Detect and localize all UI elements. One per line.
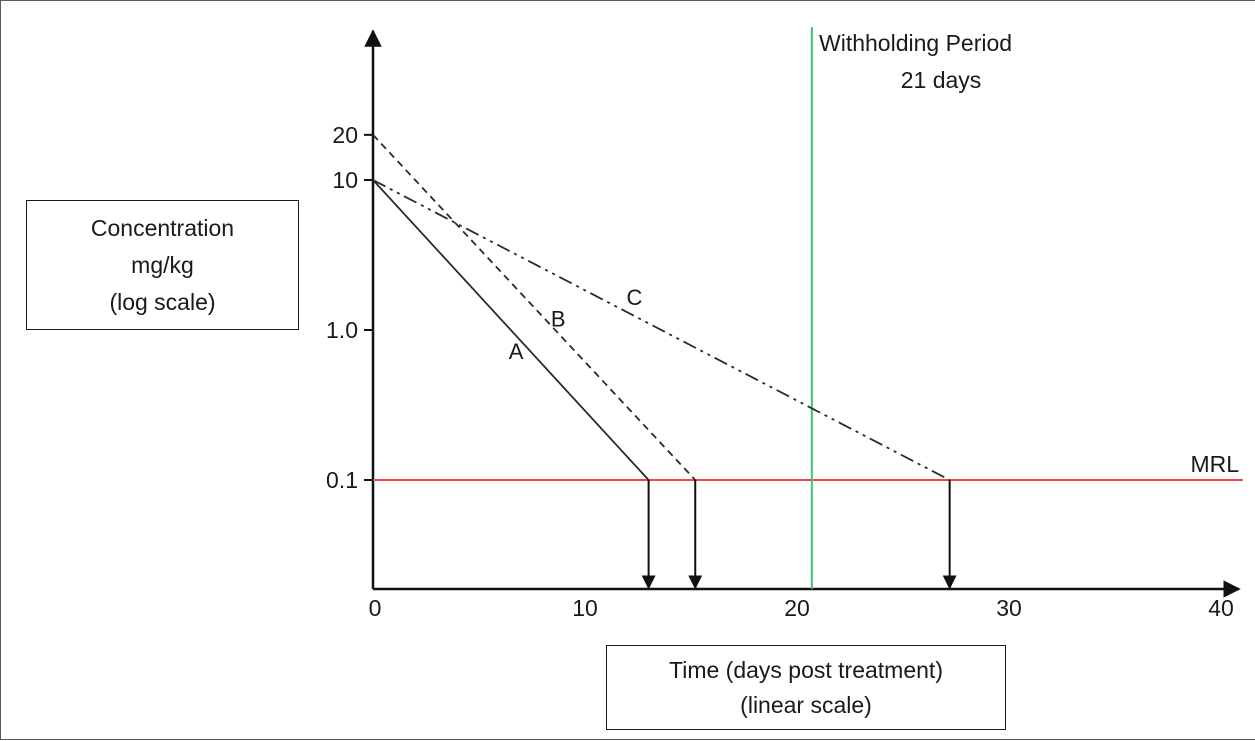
x-tick-label: 30 — [996, 595, 1022, 621]
withholding-label-line-2: 21 days — [901, 67, 982, 93]
x-tick-label: 0 — [369, 595, 382, 621]
series-line-b — [372, 134, 696, 481]
x-tick-label: 10 — [572, 595, 598, 621]
y-tick-label: 10 — [332, 167, 358, 193]
y-axis-label-line-2: mg/kg — [131, 251, 194, 278]
series-line-c — [372, 179, 951, 481]
series-line-a — [372, 179, 650, 481]
series-label-c: C — [627, 285, 643, 310]
x-axis-label-box: Time (days post treatment) (linear scale… — [606, 645, 1006, 730]
x-axis-label-line-2: (linear scale) — [740, 691, 872, 718]
y-axis-label-line-1: Concentration — [90, 214, 235, 241]
y-tick-label: 1.0 — [326, 317, 358, 343]
y-axis-label-box: Concentration mg/kg (log scale) — [26, 200, 299, 330]
y-tick-label: 20 — [332, 122, 358, 148]
withholding-label-line-1: Withholding Period — [819, 30, 1012, 56]
series-label-b: B — [551, 307, 566, 332]
y-axis-label-line-3: (log scale) — [109, 288, 216, 315]
mrl-label: MRL — [1190, 451, 1239, 477]
x-tick-label: 40 — [1208, 595, 1234, 621]
x-tick-label: 20 — [784, 595, 810, 621]
series-label-a: A — [509, 339, 524, 364]
y-tick-label: 0.1 — [326, 467, 358, 493]
x-axis-label-line-1: Time (days post treatment) — [669, 656, 943, 683]
